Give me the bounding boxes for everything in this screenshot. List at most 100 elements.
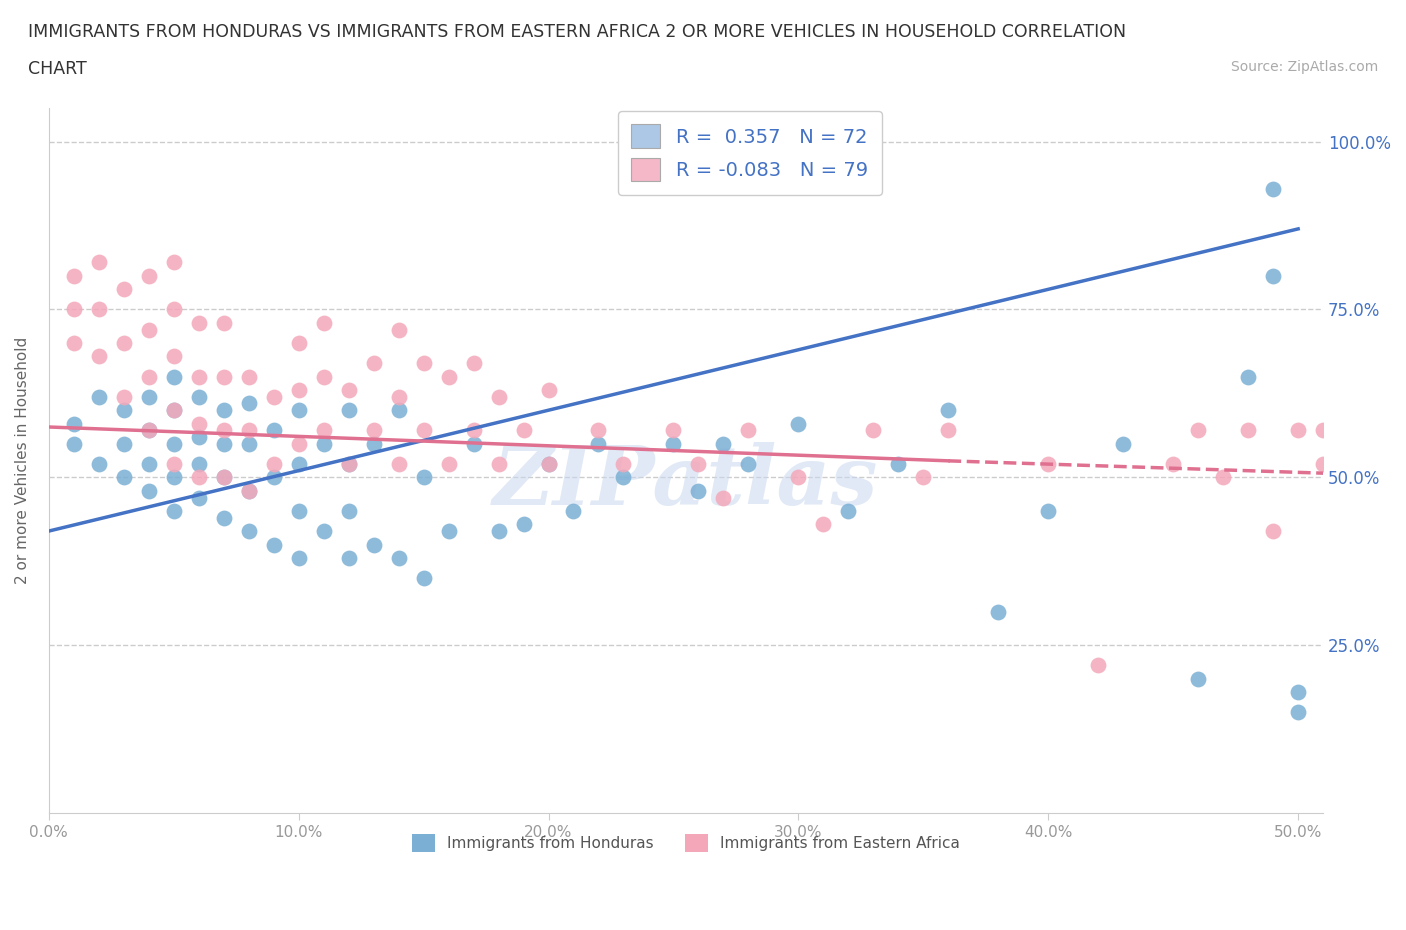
Point — [337, 403, 360, 418]
Point — [737, 423, 759, 438]
Point — [412, 571, 434, 586]
Point — [337, 503, 360, 518]
Point — [238, 484, 260, 498]
Point — [463, 356, 485, 371]
Point — [87, 457, 110, 472]
Point — [588, 423, 610, 438]
Point — [62, 417, 84, 432]
Point — [138, 484, 160, 498]
Point — [187, 490, 209, 505]
Point — [238, 524, 260, 538]
Point — [138, 457, 160, 472]
Point — [287, 551, 309, 565]
Point — [312, 369, 335, 384]
Point — [936, 423, 959, 438]
Point — [412, 423, 434, 438]
Point — [1362, 517, 1385, 532]
Y-axis label: 2 or more Vehicles in Household: 2 or more Vehicles in Household — [15, 337, 30, 584]
Point — [312, 315, 335, 330]
Point — [112, 470, 135, 485]
Point — [1038, 503, 1060, 518]
Text: IMMIGRANTS FROM HONDURAS VS IMMIGRANTS FROM EASTERN AFRICA 2 OR MORE VEHICLES IN: IMMIGRANTS FROM HONDURAS VS IMMIGRANTS F… — [28, 23, 1126, 41]
Point — [912, 470, 935, 485]
Point — [537, 382, 560, 397]
Text: Source: ZipAtlas.com: Source: ZipAtlas.com — [1230, 60, 1378, 74]
Point — [412, 356, 434, 371]
Point — [187, 369, 209, 384]
Point — [87, 390, 110, 405]
Legend: Immigrants from Honduras, Immigrants from Eastern Africa: Immigrants from Honduras, Immigrants fro… — [406, 828, 966, 858]
Point — [212, 315, 235, 330]
Point — [62, 336, 84, 351]
Point — [212, 369, 235, 384]
Point — [212, 423, 235, 438]
Point — [1237, 423, 1260, 438]
Point — [163, 470, 186, 485]
Point — [138, 269, 160, 284]
Point — [238, 484, 260, 498]
Point — [212, 436, 235, 451]
Point — [263, 457, 285, 472]
Point — [1263, 181, 1285, 196]
Point — [1263, 269, 1285, 284]
Point — [813, 517, 835, 532]
Point — [437, 369, 460, 384]
Point — [337, 551, 360, 565]
Point — [488, 390, 510, 405]
Point — [387, 551, 409, 565]
Point — [1187, 671, 1209, 686]
Point — [1112, 436, 1135, 451]
Point — [312, 436, 335, 451]
Point — [1161, 457, 1184, 472]
Point — [212, 470, 235, 485]
Point — [787, 417, 810, 432]
Point — [163, 255, 186, 270]
Point — [1038, 457, 1060, 472]
Point — [463, 423, 485, 438]
Point — [512, 423, 534, 438]
Point — [837, 503, 859, 518]
Point — [112, 336, 135, 351]
Point — [363, 423, 385, 438]
Point — [1263, 524, 1285, 538]
Point — [387, 322, 409, 337]
Point — [112, 403, 135, 418]
Point — [1286, 423, 1309, 438]
Point — [187, 315, 209, 330]
Point — [363, 436, 385, 451]
Point — [263, 390, 285, 405]
Point — [187, 470, 209, 485]
Point — [337, 382, 360, 397]
Point — [612, 457, 634, 472]
Point — [512, 517, 534, 532]
Point — [163, 403, 186, 418]
Point — [1237, 369, 1260, 384]
Point — [87, 302, 110, 317]
Point — [112, 390, 135, 405]
Point — [363, 356, 385, 371]
Point — [138, 423, 160, 438]
Point — [212, 403, 235, 418]
Point — [688, 484, 710, 498]
Point — [1286, 684, 1309, 699]
Point — [737, 457, 759, 472]
Point — [263, 470, 285, 485]
Point — [138, 390, 160, 405]
Point — [163, 403, 186, 418]
Point — [112, 436, 135, 451]
Point — [1312, 423, 1334, 438]
Point — [238, 369, 260, 384]
Point — [363, 537, 385, 551]
Point — [287, 382, 309, 397]
Point — [87, 349, 110, 364]
Point — [187, 457, 209, 472]
Point — [287, 336, 309, 351]
Point — [138, 322, 160, 337]
Point — [163, 436, 186, 451]
Point — [337, 457, 360, 472]
Point — [62, 269, 84, 284]
Point — [287, 503, 309, 518]
Point — [263, 537, 285, 551]
Point — [936, 403, 959, 418]
Point — [537, 457, 560, 472]
